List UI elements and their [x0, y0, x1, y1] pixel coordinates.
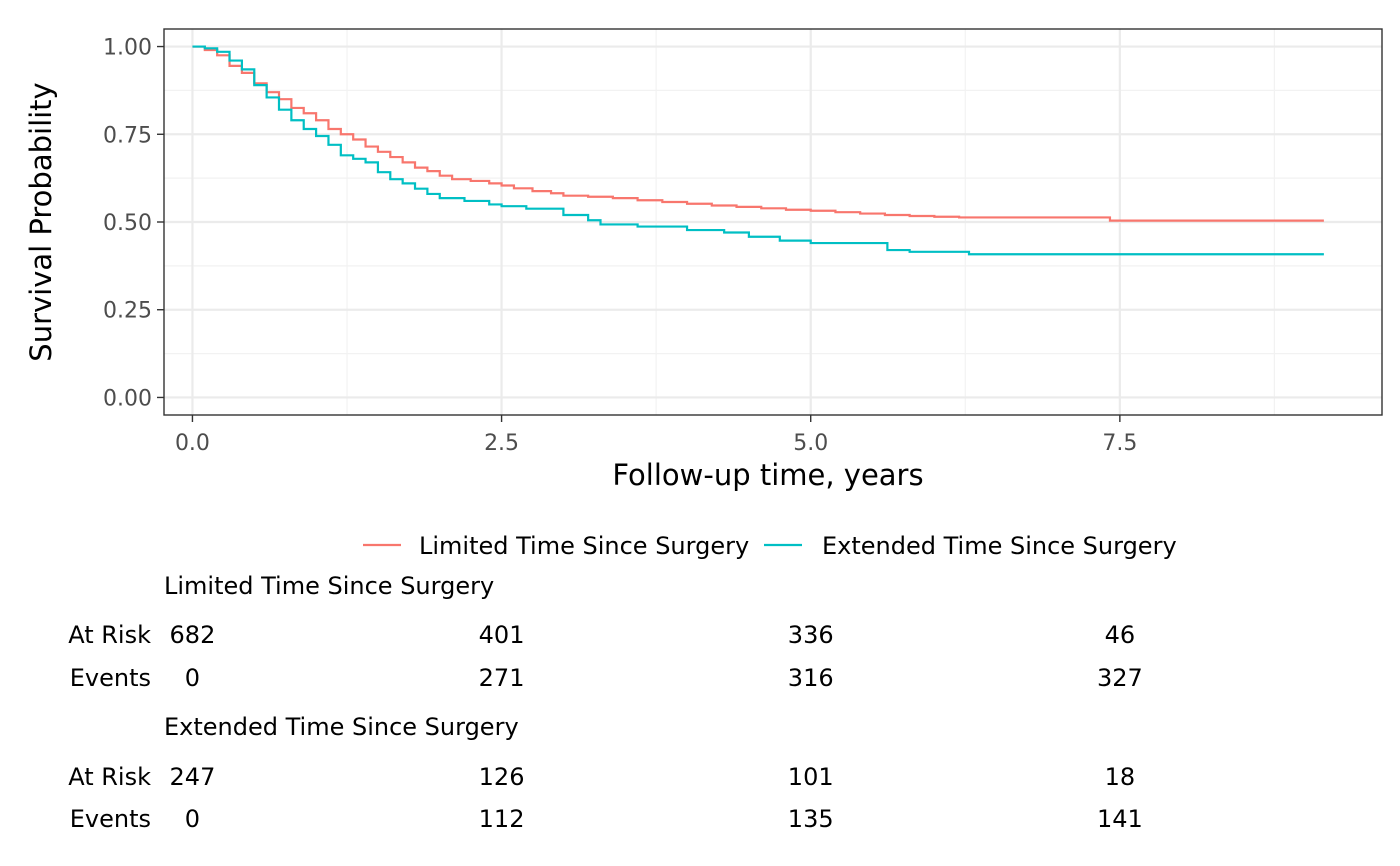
legend-label-extended: Extended Time Since Surgery [822, 532, 1177, 560]
risk-cell-events: 316 [788, 664, 834, 692]
risk-cell-events: 141 [1097, 805, 1143, 833]
risk-cell-events: 0 [185, 664, 200, 692]
x-axis-title: Follow-up time, years [612, 458, 923, 492]
y-tick-label: 0.50 [103, 211, 152, 236]
risk-cell-events: 112 [479, 805, 525, 833]
risk-table-cells: 682 0 401 271 336 316 46 327 247 0 126 112 101 135 18 1… [170, 621, 1143, 833]
risk-cell-events: 135 [788, 805, 834, 833]
risk-cell-at-risk: 126 [479, 763, 525, 791]
y-tick-label: 0.75 [103, 123, 152, 148]
risk-row-label-at-risk: At Risk [68, 621, 151, 649]
minor-gridlines [164, 29, 1382, 415]
risk-row-label-events: Events [70, 805, 151, 833]
x-tick-label: 7.5 [1102, 431, 1137, 456]
y-axis-ticks: 0.00 0.25 0.50 0.75 1.00 [103, 36, 164, 411]
survival-curve-extended [192, 45, 1324, 256]
risk-cell-at-risk: 101 [788, 763, 834, 791]
risk-group-title-extended: Extended Time Since Surgery [164, 713, 519, 741]
risk-row-label-at-risk: At Risk [68, 763, 151, 791]
x-axis-ticks: 0.0 2.5 5.0 7.5 [175, 415, 1137, 456]
risk-cell-at-risk: 401 [479, 621, 525, 649]
legend: Limited Time Since Surgery Extended Time… [363, 532, 1177, 560]
y-tick-label: 0.25 [103, 299, 152, 324]
x-tick-label: 0.0 [175, 431, 210, 456]
survival-curves [192, 45, 1324, 256]
major-gridlines [164, 29, 1382, 415]
risk-group-title-limited: Limited Time Since Surgery [164, 572, 494, 600]
risk-cell-events: 327 [1097, 664, 1143, 692]
x-tick-label: 2.5 [484, 431, 519, 456]
risk-row-label-events: Events [70, 664, 151, 692]
x-tick-label: 5.0 [793, 431, 828, 456]
y-axis-title: Survival Probability [24, 82, 58, 361]
y-tick-label: 1.00 [103, 36, 152, 61]
risk-cell-at-risk: 46 [1105, 621, 1136, 649]
y-tick-label: 0.00 [103, 386, 152, 411]
risk-cell-at-risk: 682 [170, 621, 216, 649]
risk-cell-events: 271 [479, 664, 525, 692]
legend-label-limited: Limited Time Since Surgery [419, 532, 749, 560]
risk-cell-at-risk: 247 [170, 763, 216, 791]
risk-cell-at-risk: 18 [1105, 763, 1136, 791]
risk-table: Limited Time Since Surgery At Risk Event… [68, 572, 1143, 833]
risk-cell-events: 0 [185, 805, 200, 833]
survival-curve-limited [192, 45, 1324, 222]
risk-cell-at-risk: 336 [788, 621, 834, 649]
